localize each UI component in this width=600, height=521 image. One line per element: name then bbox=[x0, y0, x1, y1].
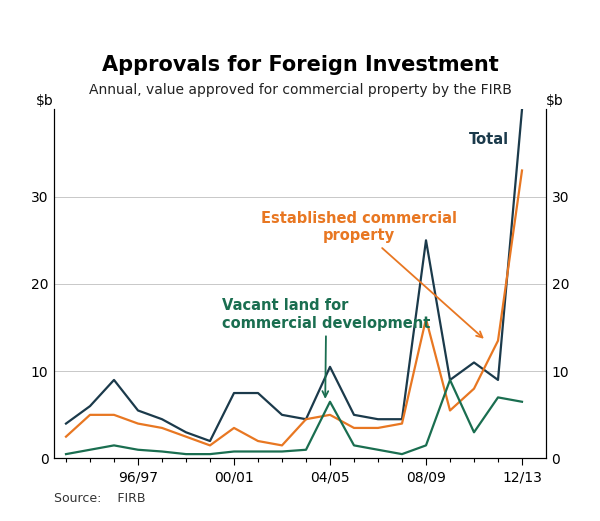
Text: $b: $b bbox=[36, 94, 54, 108]
Text: Total: Total bbox=[469, 132, 509, 147]
Text: Source:    FIRB: Source: FIRB bbox=[54, 492, 146, 505]
Text: Annual, value approved for commercial property by the FIRB: Annual, value approved for commercial pr… bbox=[89, 83, 511, 97]
Text: Established commercial
property: Established commercial property bbox=[261, 211, 482, 338]
Title: Approvals for Foreign Investment: Approvals for Foreign Investment bbox=[101, 55, 499, 75]
Text: $b: $b bbox=[546, 94, 564, 108]
Text: Vacant land for
commercial development: Vacant land for commercial development bbox=[222, 299, 430, 397]
